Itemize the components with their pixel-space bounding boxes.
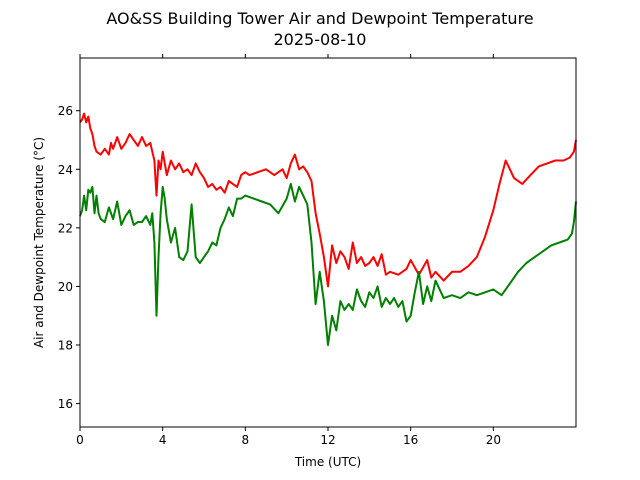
- x-tick-label: 0: [76, 433, 84, 447]
- chart-subtitle: 2025-08-10: [274, 30, 367, 49]
- chart-title: AO&SS Building Tower Air and Dewpoint Te…: [106, 9, 533, 28]
- y-tick-label: 24: [58, 163, 73, 177]
- air-temperature-line: [79, 112, 577, 288]
- x-tick-label: 16: [403, 433, 418, 447]
- dewpoint-temperature-line: [79, 182, 577, 346]
- x-axis-label: Time (UTC): [294, 455, 361, 469]
- y-tick-label: 22: [58, 221, 73, 235]
- x-tick-label: 12: [320, 433, 335, 447]
- y-tick-label: 16: [58, 397, 73, 411]
- y-tick-label: 26: [58, 104, 73, 118]
- x-tick-label: 4: [159, 433, 167, 447]
- y-tick-label: 18: [58, 339, 73, 353]
- series-layer: [79, 112, 577, 346]
- x-tick-label: 8: [242, 433, 250, 447]
- y-axis-label: Air and Dewpoint Temperature (°C): [32, 137, 46, 348]
- y-tick-label: 20: [58, 280, 73, 294]
- ticks-layer: 0 4 8 12 16 20 16 18 20 22 24 26: [58, 54, 501, 447]
- x-tick-label: 20: [486, 433, 501, 447]
